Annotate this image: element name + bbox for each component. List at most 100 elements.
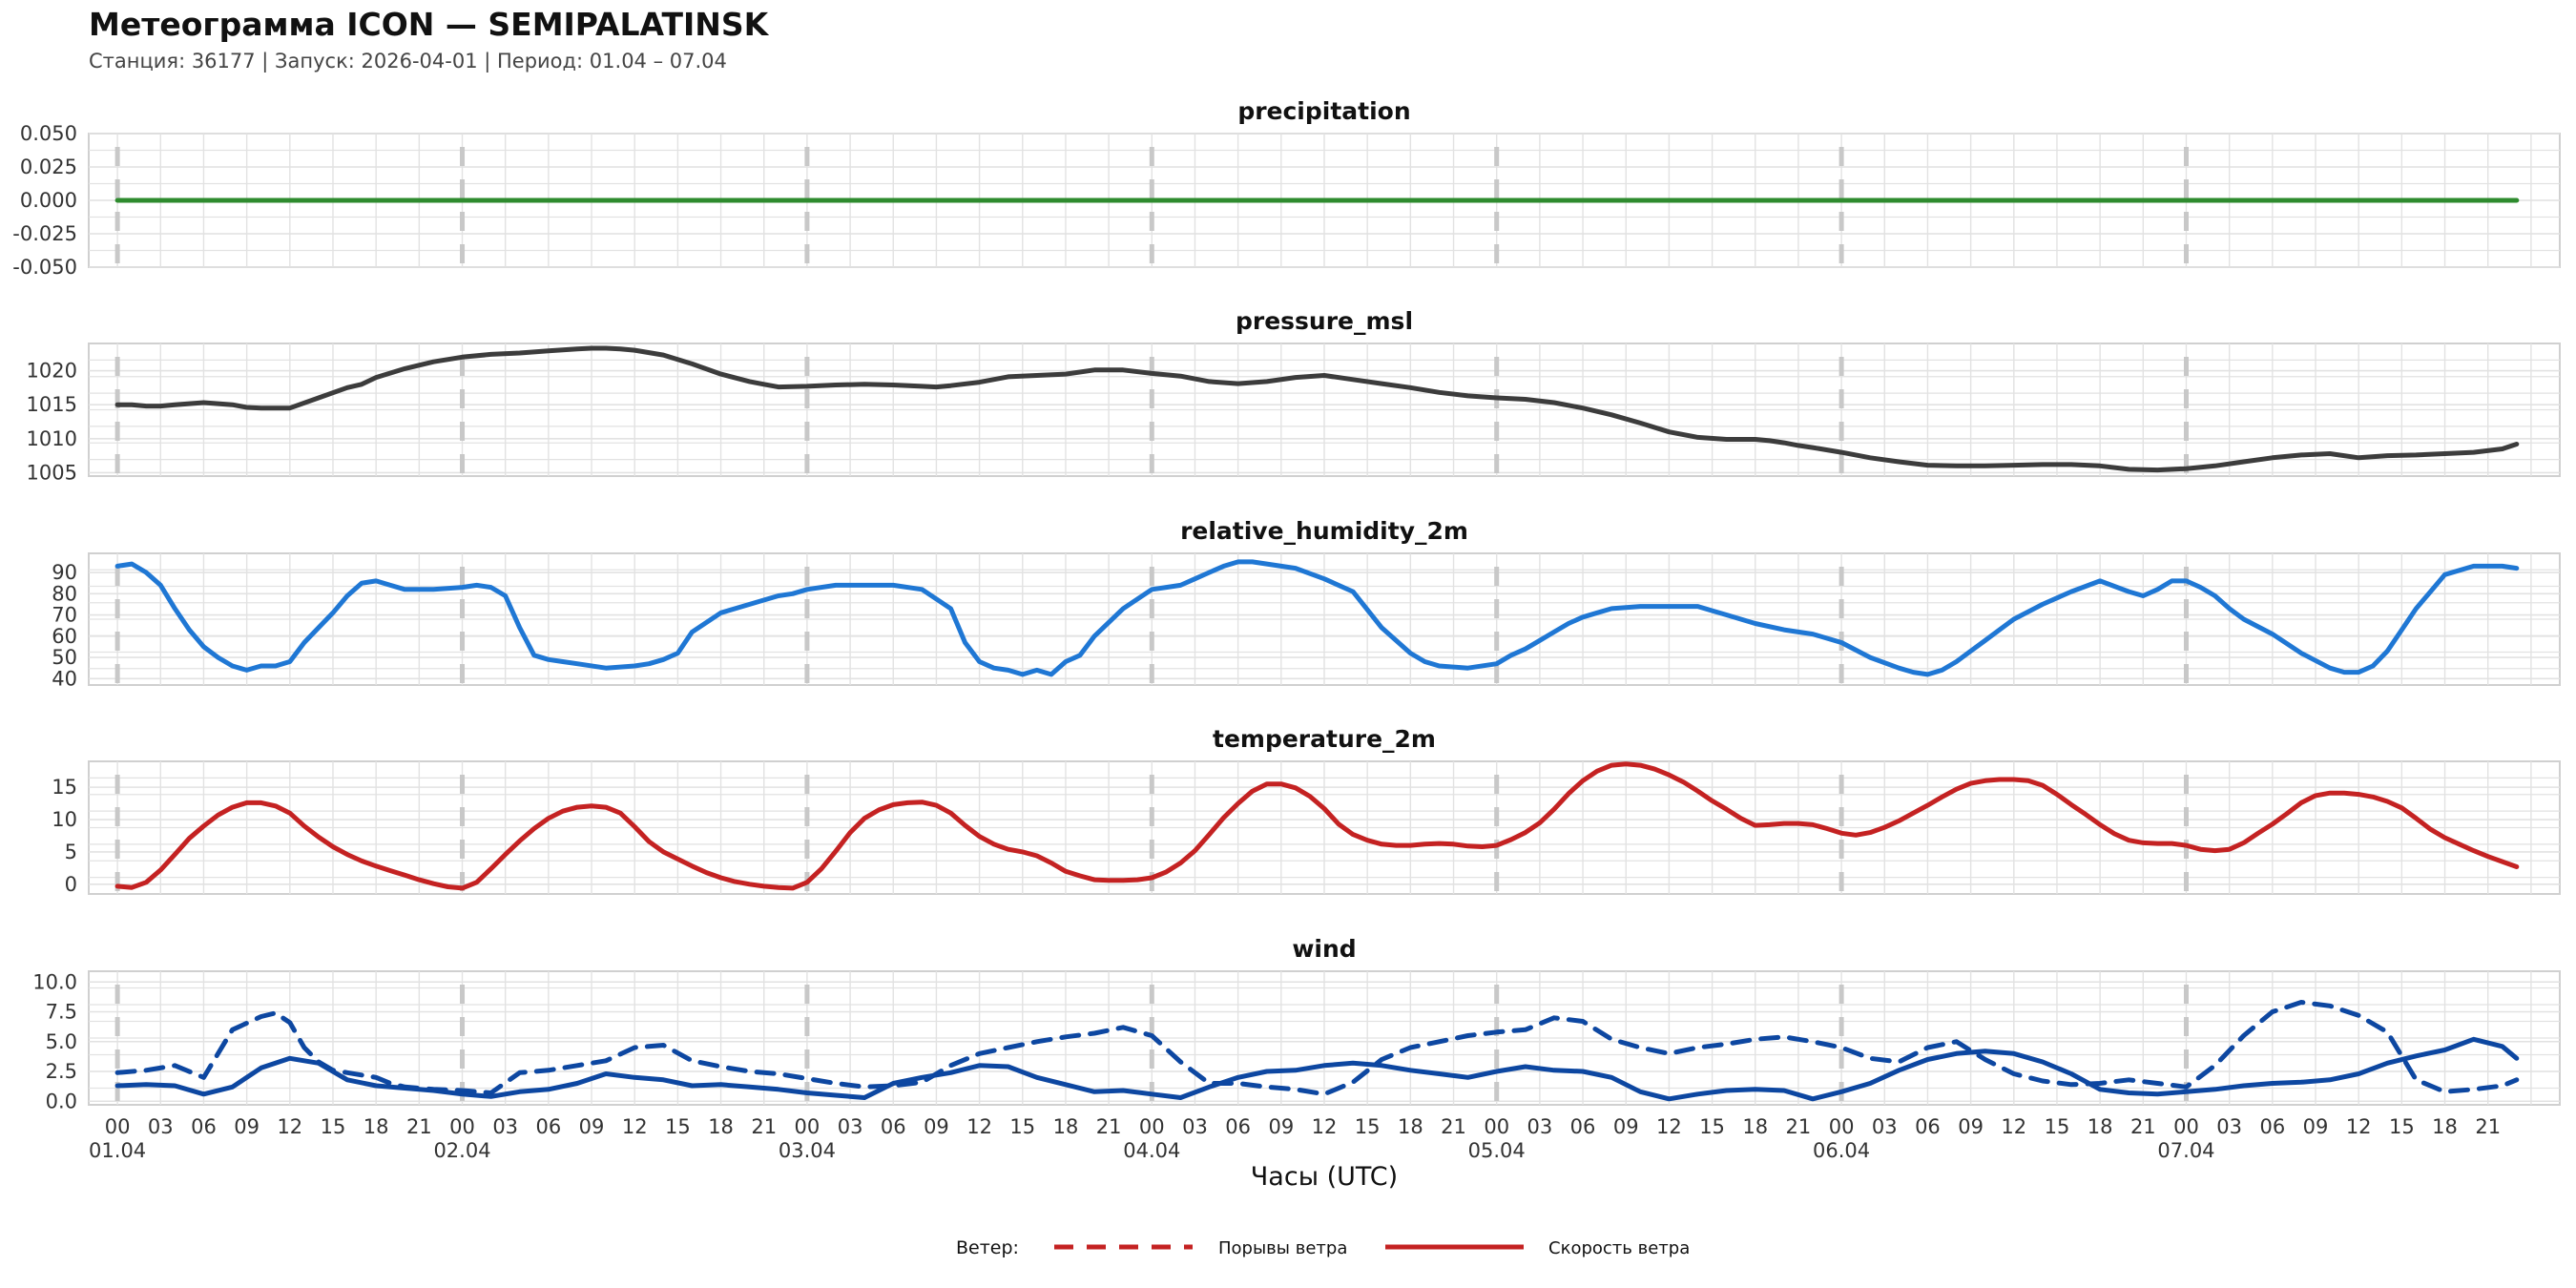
x-tick-label: 12 (622, 1115, 648, 1138)
y-tick-label: -0.025 (12, 222, 77, 245)
x-tick-label: 09 (1613, 1115, 1639, 1138)
x-tick-label: 21 (1441, 1115, 1466, 1138)
x-tick-label: 00 (1139, 1115, 1165, 1138)
x-tick-label: 06 (535, 1115, 561, 1138)
x-day-label: 02.04 (433, 1139, 490, 1162)
x-day-label: 07.04 (2157, 1139, 2214, 1162)
x-tick-label: 00 (105, 1115, 131, 1138)
x-tick-label: 15 (1009, 1115, 1035, 1138)
x-day-label: 06.04 (1813, 1139, 1870, 1162)
x-tick-label: 12 (1656, 1115, 1682, 1138)
y-tick-label: 1015 (27, 393, 77, 416)
x-tick-label: 06 (1915, 1115, 1941, 1138)
y-tick-label: 5 (65, 841, 77, 863)
series-line-pressure_msl (114, 345, 2520, 473)
x-tick-label: 03 (148, 1115, 174, 1138)
series-line-temperature_2m (114, 761, 2520, 891)
x-tick-label: 12 (2001, 1115, 2026, 1138)
x-tick-label: 03 (1527, 1115, 1553, 1138)
x-tick-label: 18 (1398, 1115, 1423, 1138)
x-tick-label: 21 (751, 1115, 777, 1138)
x-tick-label: 12 (2346, 1115, 2372, 1138)
x-tick-label: 03 (1872, 1115, 1898, 1138)
x-tick-label: 03 (2216, 1115, 2242, 1138)
y-tick-label: 70 (52, 604, 77, 627)
x-tick-label: 12 (1312, 1115, 1338, 1138)
x-tick-label: 06 (1225, 1115, 1251, 1138)
x-tick-label: 03 (1182, 1115, 1208, 1138)
x-tick-label: 00 (449, 1115, 475, 1138)
x-tick-label: 21 (2475, 1115, 2501, 1138)
y-tick-label: 90 (52, 561, 77, 584)
x-tick-label: 09 (2303, 1115, 2329, 1138)
y-tick-label: 80 (52, 582, 77, 605)
x-tick-label: 06 (881, 1115, 906, 1138)
x-day-label: 01.04 (89, 1139, 146, 1162)
x-tick-label: 12 (966, 1115, 992, 1138)
y-tick-label: 50 (52, 646, 77, 669)
y-tick-label: 0.050 (20, 122, 77, 145)
series-line-relative_humidity_2m (114, 559, 2520, 677)
x-tick-label: 15 (1699, 1115, 1725, 1138)
y-tick-label: 7.5 (46, 1001, 77, 1024)
page-subtitle: Станция: 36177 | Запуск: 2026-04-01 | Пе… (89, 50, 727, 73)
x-tick-label: 09 (1268, 1115, 1294, 1138)
x-tick-label: 03 (492, 1115, 518, 1138)
x-tick-label: 18 (1742, 1115, 1768, 1138)
y-tick-label: 0.0 (46, 1090, 77, 1112)
panel-title: pressure_msl (1236, 307, 1413, 335)
x-tick-label: 09 (234, 1115, 260, 1138)
panel-title: relative_humidity_2m (1180, 517, 1468, 545)
x-tick-label: 18 (1053, 1115, 1079, 1138)
x-tick-label: 21 (1096, 1115, 1122, 1138)
x-tick-label: 06 (2259, 1115, 2285, 1138)
y-tick-label: 10 (52, 808, 77, 831)
y-tick-label: 5.0 (46, 1030, 77, 1053)
legend-speed-label: Скорость ветра (1548, 1238, 1690, 1258)
page-title: Метеограмма ICON — SEMIPALATINSK (89, 6, 769, 43)
panel-title: temperature_2m (1213, 725, 1436, 753)
y-tick-label: -0.050 (12, 256, 77, 279)
x-tick-label: 12 (277, 1115, 302, 1138)
x-tick-label: 09 (579, 1115, 605, 1138)
legend-label: Ветер: (956, 1237, 1019, 1258)
x-tick-label: 00 (795, 1115, 821, 1138)
x-tick-label: 18 (2088, 1115, 2113, 1138)
x-tick-label: 15 (2045, 1115, 2070, 1138)
x-day-label: 04.04 (1123, 1139, 1180, 1162)
x-tick-label: 00 (1829, 1115, 1855, 1138)
y-tick-label: 2.5 (46, 1060, 77, 1083)
x-tick-label: 18 (708, 1115, 734, 1138)
y-tick-label: 60 (52, 625, 77, 648)
x-tick-label: 21 (1786, 1115, 1812, 1138)
x-tick-label: 21 (2130, 1115, 2156, 1138)
x-tick-label: 09 (1958, 1115, 1984, 1138)
x-tick-label: 15 (665, 1115, 691, 1138)
y-tick-label: 1020 (27, 360, 77, 383)
x-tick-label: 06 (191, 1115, 217, 1138)
y-tick-label: 10.0 (32, 970, 77, 993)
x-day-label: 05.04 (1468, 1139, 1526, 1162)
x-tick-label: 21 (406, 1115, 432, 1138)
x-tick-label: 15 (1355, 1115, 1381, 1138)
x-tick-label: 00 (2173, 1115, 2199, 1138)
x-tick-label: 18 (2432, 1115, 2458, 1138)
x-tick-label: 15 (2389, 1115, 2415, 1138)
x-axis-label: Часы (UTC) (1251, 1162, 1398, 1192)
x-tick-label: 00 (1484, 1115, 1509, 1138)
y-tick-label: 0.025 (20, 156, 77, 178)
x-tick-label: 09 (924, 1115, 949, 1138)
x-tick-label: 03 (838, 1115, 863, 1138)
y-tick-label: 0.000 (20, 189, 77, 212)
panel-title: precipitation (1237, 97, 1410, 125)
x-tick-label: 15 (321, 1115, 346, 1138)
y-tick-label: 15 (52, 776, 77, 799)
y-tick-label: 1005 (27, 461, 77, 484)
x-tick-label: 18 (364, 1115, 389, 1138)
x-day-label: 03.04 (779, 1139, 836, 1162)
x-tick-label: 06 (1570, 1115, 1596, 1138)
y-tick-label: 1010 (27, 427, 77, 450)
y-tick-label: 0 (65, 873, 77, 896)
series-line-Скорость ветра (114, 1036, 2520, 1102)
